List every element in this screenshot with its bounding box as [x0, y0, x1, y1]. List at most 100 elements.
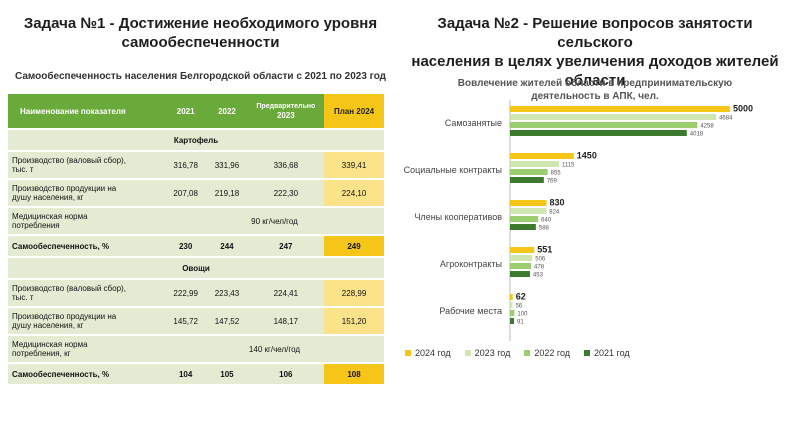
table-row: Производство (валовый сбор), тыс. т 222,9…	[8, 280, 384, 306]
row-name: Производство продукции на душу населения,…	[8, 180, 165, 206]
row-name: Производство продукции на душу населения,…	[8, 308, 165, 334]
cell-2022: 331,96	[206, 152, 248, 178]
legend-item: 2023 год	[464, 348, 511, 358]
task2-title: Задача №2 - Решение вопросов занятости с…	[400, 14, 790, 90]
category-label: Члены кооперативов	[414, 212, 502, 222]
bar-value-label: 855	[551, 171, 562, 177]
legend-item: 2022 год	[524, 348, 570, 358]
bar	[510, 271, 530, 277]
cell-plan: 339,41	[324, 152, 384, 178]
row-name: Медицинская норма потребления	[8, 208, 165, 234]
category-label: Социальные контракты	[404, 165, 502, 175]
bar	[510, 216, 539, 222]
legend-label: 2024 год	[415, 348, 451, 358]
bar-value-label: 640	[541, 218, 552, 224]
bar	[510, 130, 687, 136]
row-name-line1: Медицинская норма	[12, 340, 88, 349]
bar	[510, 310, 515, 316]
table-row: Медицинская норма потребления, кг 140 кг/…	[8, 336, 384, 362]
category-label: Самозанятые	[445, 118, 502, 128]
bar	[510, 208, 547, 214]
table-subtitle: Самообеспеченность населения Белгородско…	[14, 71, 387, 82]
bar-value-label: 4018	[690, 132, 704, 138]
table-row: Производство продукции на душу населения,…	[8, 308, 384, 334]
bar-value-label: 91	[517, 320, 524, 326]
task2-title-line3: области	[564, 72, 626, 89]
cell-2021: 222,99	[165, 280, 207, 306]
bar-value-label: 478	[534, 265, 545, 271]
bar-value-label: 824	[549, 210, 560, 216]
table-row: Производство продукции на душу населения,…	[8, 180, 384, 206]
legend-label: 2023 год	[474, 348, 511, 358]
self-sufficiency-table: Наименование показателя 2021 2022 Предва…	[8, 92, 384, 386]
cell-plan: 249	[324, 236, 384, 256]
chart-title: Вовлечение жителей области в предпринима…	[440, 77, 750, 103]
row-name: Производство (валовый сбор), тыс. т	[8, 280, 165, 306]
legend-swatch	[464, 350, 471, 356]
bar	[510, 106, 730, 112]
cell-plan: 224,10	[324, 180, 384, 206]
row-name-line1: Медицинская норма	[12, 212, 88, 221]
bar	[510, 263, 532, 269]
cell-2023: 336,68	[247, 152, 325, 178]
header-2022: 2022	[206, 94, 248, 128]
bar-value-label: 1450	[577, 151, 597, 161]
bar	[510, 255, 533, 261]
task1-title-line2: самообеспеченности	[121, 34, 280, 51]
bar	[510, 161, 560, 167]
category-label: Рабочие места	[439, 306, 502, 316]
bar	[510, 318, 515, 324]
bar	[510, 224, 536, 230]
bar-value-label: 769	[547, 179, 558, 185]
bar	[510, 153, 574, 159]
header-prelim-line2: 2023	[276, 111, 295, 120]
bar	[510, 122, 698, 128]
header-plan: План 2024	[324, 94, 384, 128]
cell-2021: 316,78	[165, 152, 207, 178]
bar	[510, 294, 513, 300]
row-name-line1: Производство (валовый сбор),	[12, 284, 126, 293]
bar-value-label: 588	[539, 226, 550, 232]
legend-swatch	[405, 350, 411, 356]
cell-plan: 228,99	[324, 280, 384, 306]
cell-plan: 108	[324, 364, 384, 384]
task2-title-line2: населения в целях увеличения доходов жит…	[411, 53, 779, 70]
header-prelim: Предварительно 2023	[247, 94, 325, 128]
cell-2022: 219,18	[206, 180, 248, 206]
chart-title-line1: Вовлечение жителей области в предпринима…	[457, 78, 733, 89]
table-row-total: Самообеспеченность, % 230 244 247 249	[8, 236, 384, 256]
cell-2022: 244	[206, 236, 248, 256]
bar	[510, 247, 535, 253]
row-name-line2: тыс. т	[12, 293, 34, 302]
legend-swatch	[584, 350, 591, 356]
bar-value-label: 1115	[562, 163, 575, 169]
section-veg-label: Овощи	[8, 258, 384, 278]
bar	[510, 114, 717, 120]
cell-2022: 105	[206, 364, 248, 384]
bar-value-label: 4684	[719, 116, 733, 122]
row-name-line2: потребления, кг	[12, 349, 71, 358]
cell-2021: 145,72	[165, 308, 207, 334]
row-name-line1: Производство продукции на	[12, 184, 117, 193]
cell-plan: 151,20	[324, 308, 384, 334]
cell-2021: 230	[165, 236, 207, 256]
chart-legend: 2024 год 2023 год 2022 год 2021 год	[405, 348, 630, 358]
bar-value-label: 5000	[733, 104, 753, 114]
norm-value: 90 кг/чел/год	[165, 208, 384, 234]
bar-value-label: 453	[533, 273, 544, 279]
bar-value-label: 4258	[700, 124, 714, 130]
task1-title: Задача №1 - Достижение необходимого уров…	[8, 14, 393, 52]
norm-value: 140 кг/чел/год	[165, 336, 384, 362]
cell-2023: 247	[247, 236, 325, 256]
category-label: Агроконтракты	[440, 259, 502, 269]
bar-value-label: 830	[550, 198, 565, 208]
bar-value-label: 62	[516, 292, 526, 302]
row-name-line1: Производство продукции на	[12, 312, 117, 321]
table-row-total: Самообеспеченность, % 104 105 106 108	[8, 364, 384, 384]
cell-2022: 223,43	[206, 280, 248, 306]
task1-title-line1: Задача №1 - Достижение необходимого уров…	[23, 15, 378, 32]
bar	[510, 200, 547, 206]
legend-item: 2021 год	[584, 348, 630, 358]
legend-item: 2024 год	[405, 348, 451, 358]
